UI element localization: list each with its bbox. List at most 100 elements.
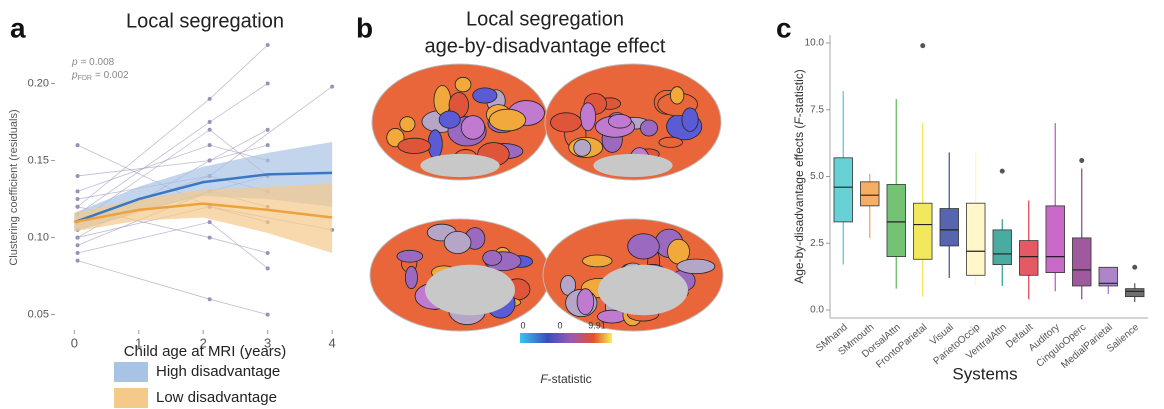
- individual-point: [266, 313, 270, 317]
- brain-medial-wall: [598, 265, 688, 315]
- y-tick-label: 10.0: [805, 38, 825, 49]
- brain-parcel: [483, 251, 502, 266]
- box: [1072, 238, 1091, 286]
- brain-parcel: [444, 231, 471, 253]
- y-tick-label: 0.05: [28, 309, 49, 321]
- individual-point: [266, 143, 270, 147]
- individual-point: [208, 120, 212, 124]
- box: [1046, 206, 1065, 273]
- individual-point: [208, 128, 212, 132]
- brain-parcel: [574, 139, 591, 156]
- chart-title: Local segregation: [466, 8, 624, 30]
- brain-parcel: [489, 109, 525, 131]
- brain-parcel: [677, 259, 715, 274]
- brain-parcel: [455, 77, 471, 91]
- legend-label: High disadvantage: [156, 363, 280, 380]
- individual-point: [266, 251, 270, 255]
- annotation-value: = 0.002: [95, 70, 129, 81]
- outlier: [920, 43, 925, 48]
- individual-point: [266, 43, 270, 47]
- brain-parcel: [670, 87, 683, 104]
- outlier: [1079, 158, 1084, 163]
- individual-point: [208, 236, 212, 240]
- box: [1019, 241, 1038, 276]
- box: [834, 158, 853, 222]
- colorbar-label: 0: [557, 320, 562, 330]
- box: [860, 182, 879, 206]
- box: [1125, 289, 1144, 297]
- individual-point: [266, 128, 270, 132]
- colorbar: [520, 333, 612, 343]
- individual-point: [208, 159, 212, 163]
- individual-line: [78, 261, 268, 315]
- box: [966, 203, 985, 275]
- brain-parcel: [580, 103, 595, 131]
- individual-point: [208, 97, 212, 101]
- y-tick-label: 0.15: [28, 154, 49, 166]
- brain-parcel: [577, 289, 594, 315]
- y-tick-label: 0.0: [810, 305, 824, 316]
- colorbar-label: 9.91: [588, 320, 606, 330]
- brain-parcel: [608, 114, 631, 128]
- box: [940, 209, 959, 246]
- individual-point: [76, 236, 80, 240]
- brain-parcel: [582, 255, 612, 267]
- y-axis-label-prefix: Age-by-disadvantage effects (: [792, 125, 806, 284]
- y-axis-label-suffix: -statistic): [792, 69, 806, 117]
- individual-point: [330, 85, 334, 89]
- annotation-value: = 0.008: [81, 57, 115, 68]
- legend-swatch: [114, 362, 148, 382]
- brain-medial-wall: [425, 265, 515, 315]
- individual-point: [208, 143, 212, 147]
- brain-parcel: [400, 117, 415, 132]
- brain-parcel: [550, 113, 581, 132]
- brain-temporal: [420, 154, 499, 177]
- brain-parcel: [439, 111, 460, 128]
- individual-point: [76, 259, 80, 263]
- y-tick-label: 0.20: [28, 77, 49, 89]
- chart-title: Local segregation: [126, 10, 284, 32]
- panel-letter: c: [776, 12, 792, 43]
- box: [887, 185, 906, 257]
- ci-band: [74, 184, 332, 253]
- colorbar-title: F-statistic: [540, 372, 591, 386]
- brain-temporal: [593, 154, 672, 177]
- brain-parcel: [628, 234, 660, 259]
- individual-point: [76, 251, 80, 255]
- colorbar-title-text: -statistic: [548, 372, 592, 386]
- box: [993, 230, 1012, 265]
- annotation-subscript: FDR: [78, 75, 92, 82]
- annotation: pFDR= 0.002: [71, 70, 129, 82]
- y-tick-label: 7.5: [810, 104, 824, 115]
- brain-parcel: [682, 108, 698, 132]
- individual-point: [76, 205, 80, 209]
- individual-point: [208, 297, 212, 301]
- brain-parcel: [640, 120, 657, 136]
- annotation: p= 0.008: [71, 57, 115, 68]
- brain-parcel: [473, 88, 497, 103]
- brain-parcel: [461, 116, 485, 140]
- individual-point: [208, 220, 212, 224]
- outlier: [1132, 265, 1137, 270]
- y-tick-label: 5.0: [810, 171, 824, 182]
- figure: aLocal segregation012340.050.100.150.20C…: [0, 0, 1164, 409]
- colorbar-label: 0: [520, 320, 525, 330]
- box: [913, 203, 932, 259]
- brain-parcel: [405, 266, 417, 288]
- y-axis-label: Clustering coefficient (residuals): [8, 109, 20, 265]
- x-tick-label: 0: [71, 335, 78, 350]
- x-tick-label: 4: [328, 335, 335, 350]
- individual-point: [76, 174, 80, 178]
- x-axis-label: Child age at MRI (years): [124, 343, 287, 360]
- x-axis-label: Systems: [952, 364, 1017, 383]
- chart-title: age-by-disadvantage effect: [425, 35, 666, 57]
- individual-point: [76, 143, 80, 147]
- individual-point: [266, 82, 270, 86]
- outlier: [1000, 169, 1005, 174]
- individual-point: [76, 243, 80, 247]
- y-axis-label: Age-by-disadvantage effects (F-statistic…: [792, 69, 806, 284]
- individual-point: [76, 197, 80, 201]
- panel-letter: a: [10, 12, 26, 43]
- annotation-symbol: p: [71, 57, 78, 68]
- individual-point: [266, 266, 270, 270]
